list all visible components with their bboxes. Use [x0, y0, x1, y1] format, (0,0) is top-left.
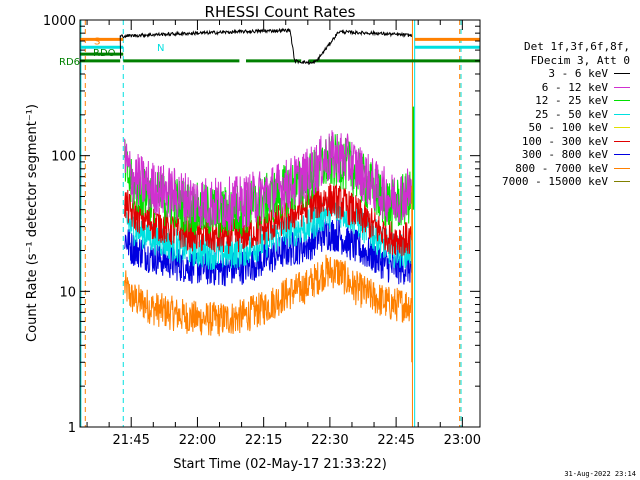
x-tick-label: 22:15: [245, 433, 282, 448]
legend-swatch: [614, 73, 630, 75]
legend-label: 300 - 800 keV: [521, 148, 608, 161]
y-tick-label: 1000: [43, 14, 76, 29]
x-tick-label: 22:30: [311, 433, 348, 448]
series-line-3-6-kev: [119, 27, 413, 65]
legend-label: 100 - 300 keV: [521, 134, 608, 148]
legend-entry: 100 - 300 keV: [486, 135, 630, 149]
legend-entry: 300 - 800 keV: [486, 148, 630, 162]
legend-swatch: [614, 181, 630, 183]
legend-header-line: FDecim 3, Att 0: [530, 53, 630, 67]
legend-entry: 50 - 100 keV: [486, 121, 630, 135]
legend-label: 7000 - 15000 keV: [502, 175, 608, 188]
x-tick-label: 22:45: [377, 433, 414, 448]
legend-header-line: Det 1f,3f,6f,8f,: [524, 40, 630, 53]
x-tick-label: 23:00: [444, 433, 481, 448]
y-axis-label: Count Rate (s⁻¹ detector segment⁻¹): [25, 104, 40, 342]
legend-label: 12 - 25 keV: [535, 94, 608, 107]
legend-swatch: [614, 167, 630, 169]
legend-label: 50 - 100 keV: [528, 121, 608, 134]
legend-entry: 6 - 12 keV: [486, 81, 630, 95]
legend-swatch: [614, 100, 630, 102]
x-axis-label: Start Time (02-May-17 21:33:22): [173, 457, 387, 472]
legend-entry: 25 - 50 keV: [486, 108, 630, 122]
legend-swatch: [614, 127, 630, 129]
legend-entry: 3 - 6 keV: [486, 67, 630, 81]
flag-label-s: S: [94, 36, 100, 47]
chart-axes: 1 10 100 1000 21:45 22:00 22:15 22:30 22:45 23:00: [43, 14, 481, 448]
legend-entry: 7000 - 15000 keV: [486, 175, 630, 189]
flag-label-n: N: [157, 43, 164, 54]
plot-timestamp: 31-Aug-2022 23:14: [564, 470, 636, 478]
legend-swatch: [614, 86, 630, 88]
chart-legend: Det 1f,3f,6f,8f, FDecim 3, Att 0 3 - 6 k…: [486, 40, 630, 189]
legend-label: 800 - 7000 keV: [515, 161, 608, 175]
legend-entry: 800 - 7000 keV: [486, 162, 630, 176]
series-line-6-12-kev: [124, 130, 412, 231]
flag-label-rd6: RD6: [59, 57, 80, 68]
series-line-800-7000-kev: [124, 254, 412, 337]
legend-swatch: [614, 154, 630, 156]
y-tick-label: 1: [68, 421, 76, 436]
y-tick-label: 100: [51, 150, 76, 165]
legend-swatch: [614, 113, 630, 115]
plot-frame: [79, 19, 481, 428]
chart-marks: S N RDO RD6: [59, 20, 480, 427]
x-tick-label: 22:00: [179, 433, 216, 448]
legend-label: 3 - 6 keV: [548, 67, 608, 80]
legend-label: 6 - 12 keV: [541, 80, 608, 94]
x-tick-label: 21:45: [112, 433, 149, 448]
legend-swatch: [614, 140, 630, 142]
series-line-300-800-kev: [124, 218, 412, 287]
flag-label-rdo: RDO: [93, 48, 116, 59]
legend-label: 25 - 50 keV: [535, 107, 608, 121]
y-tick-label: 10: [59, 285, 76, 300]
legend-entry: 12 - 25 keV: [486, 94, 630, 108]
chart-title: RHESSI Count Rates: [205, 3, 356, 21]
